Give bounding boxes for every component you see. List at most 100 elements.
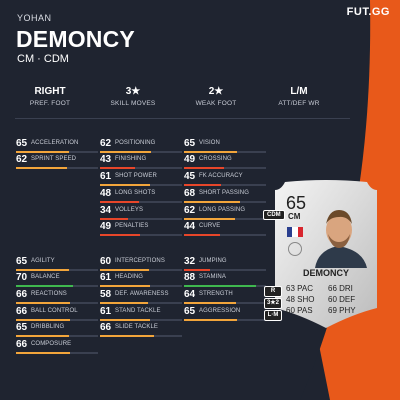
stat-bar — [100, 302, 182, 304]
stat-label: INTERCEPTIONS — [115, 258, 165, 264]
stat-bar — [184, 319, 266, 321]
stat-bar-fill — [16, 352, 71, 354]
stat-strength: 64 STRENGTH — [184, 289, 266, 309]
stat-ball-control: 66 BALL CONTROL — [16, 306, 98, 326]
info-value: L/M — [290, 86, 308, 97]
stat-label: PENALTIES — [115, 223, 149, 229]
stat-label: FK ACCURACY — [199, 173, 243, 179]
stat-bar-fill — [100, 335, 155, 337]
stat-positioning: 62 POSITIONING — [100, 138, 182, 158]
stat-def-awareness: 58 DEF. AWARENESS — [100, 289, 182, 309]
stat-value: 64 — [184, 289, 196, 300]
stat-bar — [16, 151, 98, 153]
stat-short-passing: 68 SHORT PASSING — [184, 188, 266, 208]
player-last-name: DEMONCY — [16, 26, 135, 52]
stat-vision: 65 VISION — [184, 138, 266, 158]
stat-label: ACCELERATION — [31, 140, 79, 146]
card-position: CM — [288, 212, 301, 221]
stat-bar-fill — [184, 201, 240, 203]
stat-bar-fill — [16, 335, 70, 337]
stat-fk-accuracy: 45 FK ACCURACY — [184, 171, 266, 191]
stat-value: 66 — [16, 306, 28, 317]
stat-value: 34 — [100, 205, 112, 216]
stat-bar — [16, 352, 98, 354]
stat-value: 44 — [184, 221, 196, 232]
stat-bar-fill — [184, 302, 237, 304]
stat-value: 61 — [100, 306, 112, 317]
stat-bar-fill — [100, 218, 128, 220]
stat-value: 58 — [100, 289, 112, 300]
stat-bar — [100, 201, 182, 203]
stat-bar — [184, 234, 266, 236]
stat-stand-tackle: 61 STAND TACKLE — [100, 306, 182, 326]
stat-crossing: 49 CROSSING — [184, 154, 266, 174]
work-rate-badge: L·M — [264, 310, 282, 321]
stat-bar-fill — [16, 151, 70, 153]
stat-value: 66 — [16, 339, 28, 350]
stat-bar-fill — [100, 285, 151, 287]
stat-value: 61 — [100, 171, 112, 182]
stat-volleys: 34 VOLLEYS — [100, 205, 182, 225]
stat-long-shots: 48 LONG SHOTS — [100, 188, 182, 208]
stat-value: 65 — [16, 322, 28, 333]
stat-bar — [184, 285, 266, 287]
stat-bar — [184, 302, 266, 304]
stat-value: 65 — [184, 138, 196, 149]
stat-value: 60 — [100, 256, 112, 267]
stat-bar — [100, 319, 182, 321]
stat-bar-fill — [184, 151, 238, 153]
stat-aggression: 65 AGGRESSION — [184, 306, 266, 326]
stat-bar — [16, 335, 98, 337]
stat-bar-fill — [100, 302, 148, 304]
stat-bar-fill — [100, 184, 151, 186]
stat-slide-tackle: 66 SLIDE TACKLE — [100, 322, 182, 342]
stat-label: BALANCE — [31, 274, 60, 280]
player-card[interactable]: 65 CM DEMONCY 63 PAC 66 DRI 48 SHO 60 DEF … — [273, 180, 379, 330]
brand-logo[interactable]: FUT.GG — [346, 6, 390, 18]
stat-value: 62 — [16, 154, 28, 165]
card-player-name: DEMONCY — [302, 268, 349, 278]
stat-bar-fill — [16, 302, 71, 304]
stat-bar — [184, 167, 266, 169]
stat-label: FINISHING — [115, 156, 147, 162]
card-stat-pac: 63 PAC — [286, 284, 313, 293]
stat-label: STAND TACKLE — [115, 308, 161, 314]
stat-label: REACTIONS — [31, 291, 67, 297]
info-weak-foot: 2★ WEAK FOOT — [176, 86, 256, 107]
info-label: WEAK FOOT — [195, 100, 237, 107]
stat-composure: 66 COMPOSURE — [16, 339, 98, 359]
stat-value: 43 — [100, 154, 112, 165]
stat-value: 61 — [100, 272, 112, 283]
stat-label: CURVE — [199, 223, 221, 229]
stat-bar — [100, 234, 182, 236]
stat-bar — [184, 151, 266, 153]
card-rating: 65 — [286, 193, 307, 213]
player-positions: CM · CDM — [17, 53, 69, 65]
stat-value: 48 — [100, 188, 112, 199]
stat-finishing: 43 FINISHING — [100, 154, 182, 174]
stat-value: 32 — [184, 256, 196, 267]
stat-bar — [100, 335, 182, 337]
stat-sprint-speed: 62 SPRINT SPEED — [16, 154, 98, 174]
stat-label: DRIBBLING — [31, 324, 65, 330]
stat-value: 65 — [16, 138, 28, 149]
stat-label: CROSSING — [199, 156, 232, 162]
stat-bar-fill — [184, 167, 225, 169]
stat-value: 70 — [16, 272, 28, 283]
stat-value: 88 — [184, 272, 196, 283]
info-label: ATT/DEF WR — [278, 100, 320, 107]
foot-badge: R — [264, 286, 282, 297]
stat-bar — [16, 269, 98, 271]
info-work-rates: L/M ATT/DEF WR — [259, 86, 339, 107]
stat-bar-fill — [16, 269, 70, 271]
stat-bar-fill — [184, 218, 235, 220]
stat-value: 68 — [184, 188, 196, 199]
stat-bar-fill — [184, 269, 211, 271]
stat-reactions: 66 REACTIONS — [16, 289, 98, 309]
stat-label: VOLLEYS — [115, 207, 144, 213]
club-badge-icon — [288, 242, 302, 256]
stat-label: SHORT PASSING — [199, 190, 249, 196]
stat-bar-fill — [184, 319, 238, 321]
stat-curve: 44 CURVE — [184, 221, 266, 241]
